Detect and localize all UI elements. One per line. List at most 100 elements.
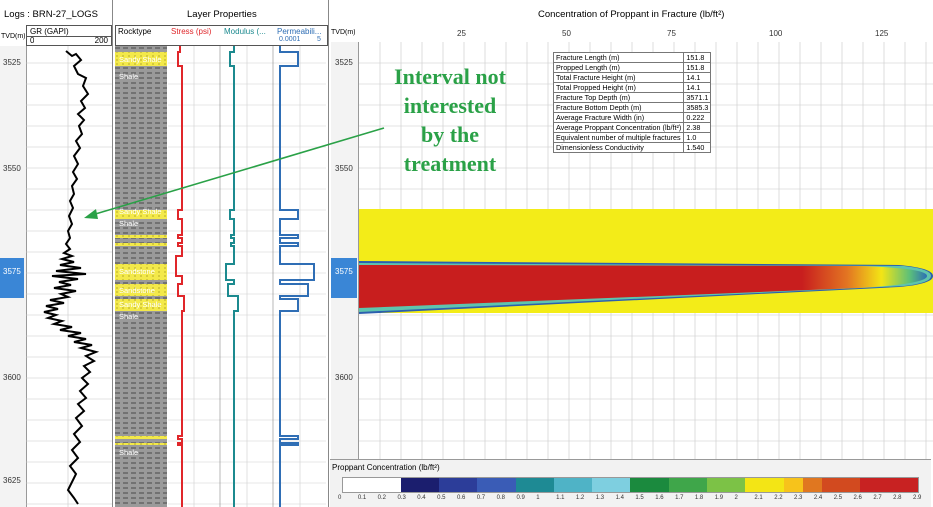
frac-depth-tick-label: 3550 <box>335 164 353 173</box>
x-tick-label: 125 <box>875 29 889 38</box>
table-row: Average Fracture Width (in) 0.222 <box>552 112 712 123</box>
summary-label: Total Fracture Height (m) <box>552 72 685 83</box>
depth-tick-label: 3525 <box>3 58 21 67</box>
colorbar-segment <box>438 478 478 492</box>
colorbar-tick-label: 1.7 <box>675 495 684 501</box>
summary-value: 151.8 <box>683 62 712 73</box>
lithology-label: Shale <box>119 312 139 321</box>
depth-tick-label: 3600 <box>3 373 21 382</box>
colorbar-tick-label: 2.9 <box>913 495 922 501</box>
summary-value: 14.1 <box>683 82 712 93</box>
table-row: Fracture Bottom Depth (m) 3585.3 <box>552 102 712 113</box>
colorbar-segment <box>630 478 669 492</box>
gr-curve <box>43 50 100 505</box>
tvd-header: TVD(m) <box>1 33 26 40</box>
colorbar-segment <box>343 478 363 492</box>
stress-header: Stress (psi) <box>171 27 212 36</box>
lithology-label: Shale <box>119 448 139 457</box>
table-row: Total Fracture Height (m) 14.1 <box>552 72 712 83</box>
table-row: Propped Length (m) 151.8 <box>552 62 712 73</box>
colorbar-tick-label: 0.3 <box>397 495 406 501</box>
colorbar-segment <box>400 478 439 492</box>
colorbar-tick-label: 2.7 <box>873 495 882 501</box>
depth-tick-label: 3575 <box>3 267 21 276</box>
colorbar-segment <box>668 478 708 492</box>
colorbar-tick-label: 0.2 <box>377 495 386 501</box>
table-row: Fracture Top Depth (m) 3571.1 <box>552 92 712 103</box>
table-row: Total Propped Height (m) 14.1 <box>552 82 712 93</box>
colorbar-segment <box>822 478 861 492</box>
frac-tvd-header: TVD(m) <box>331 29 356 36</box>
gr-scale-min: 0 <box>30 36 35 45</box>
annotation-line: by the <box>420 122 480 147</box>
logs-panel-title: Logs : BRN-27_LOGS <box>4 9 98 20</box>
lithology-label: Sandstone <box>119 267 155 276</box>
summary-label: Average Fracture Width (in) <box>552 112 685 123</box>
colorbar-tick-label: 0.1 <box>357 495 367 501</box>
annotation-line: treatment <box>403 151 497 176</box>
stress-curve <box>175 46 185 507</box>
lithology-label: Sandstone <box>119 286 155 295</box>
colorbar-panel: Proppant Concentration (lb/ft²) 0 0.1 0.2 0… <box>330 459 931 507</box>
fracture-plot-area <box>359 42 933 459</box>
summary-label: Dimensionless Conductivity <box>552 142 685 153</box>
colorbar-tick-label: 2.3 <box>794 495 803 501</box>
colorbar-tick-label: 1.5 <box>635 495 644 501</box>
frac-selected-depth-marker[interactable] <box>331 258 357 298</box>
rocktype-header: Rocktype <box>118 27 152 36</box>
table-row: Fracture Length (m) 151.8 <box>552 52 712 63</box>
layer-panel-title: Layer Properties <box>187 9 257 20</box>
colorbar-tick-label: 2.2 <box>774 495 783 501</box>
annotation-line: Interval not <box>394 64 506 89</box>
lithology-label: Shale <box>119 72 139 81</box>
colorbar-tick-label: 2.1 <box>754 495 763 501</box>
colorbar-tick-label: 2.6 <box>853 495 862 501</box>
colorbar-tick-label: 2.5 <box>833 495 843 501</box>
colorbar-segment <box>707 478 746 492</box>
colorbar-tick-label: 1.4 <box>615 495 624 501</box>
summary-value: 1.540 <box>683 142 712 153</box>
colorbar-tick-label: 1.9 <box>714 495 724 501</box>
summary-label: Propped Length (m) <box>552 62 685 73</box>
colorbar-tick-label: 0.4 <box>417 495 426 501</box>
colorbar-segment <box>477 478 516 492</box>
colorbar-tick-label: 0.7 <box>476 495 486 501</box>
gr-scale-max: 200 <box>94 36 108 45</box>
summary-value: 3571.1 <box>683 92 712 103</box>
frac-depth-tick-label: 3525 <box>335 58 353 67</box>
colorbar-segment <box>362 478 382 492</box>
annotation-line: interested <box>403 93 497 118</box>
colorbar-tick-label: 1.3 <box>595 495 605 501</box>
colorbar-tick-label: 2.4 <box>813 495 823 501</box>
colorbar-tick-label: 1 <box>536 495 540 501</box>
colorbar-segment <box>381 478 401 492</box>
gr-header: GR (GAPI) <box>30 27 69 36</box>
selected-depth-marker[interactable] <box>0 258 24 298</box>
summary-label: Fracture Bottom Depth (m) <box>552 102 685 113</box>
colorbar-tick-label: 0 <box>338 495 342 501</box>
colorbar-strip <box>342 477 919 493</box>
colorbar-tick-label: 0.5 <box>437 495 446 501</box>
table-row: Average Proppant Concentration (lb/ft²) 2… <box>552 122 712 133</box>
depth-tick-label: 3550 <box>3 164 21 173</box>
gr-log-track <box>26 46 112 507</box>
colorbar-tick-label: 1.2 <box>575 495 585 501</box>
colorbar-tick-label: 2 <box>734 495 738 501</box>
lithology-label: Sandy Shale <box>119 300 162 309</box>
perm-scale-min: 0.0001 <box>279 36 301 43</box>
frac-depth-tick-label: 3600 <box>335 373 353 382</box>
summary-label: Total Propped Height (m) <box>552 82 685 93</box>
colorbar-tick-label: 1.1 <box>556 495 565 501</box>
table-row: Equivalent number of multiple fractures 1… <box>552 132 712 143</box>
summary-value: 2.38 <box>683 122 712 133</box>
summary-value: 0.222 <box>683 112 712 123</box>
colorbar-segment <box>515 478 554 492</box>
colorbar-tick-label: 0.6 <box>456 495 466 501</box>
x-tick-label: 25 <box>457 29 466 38</box>
rocktype-column <box>115 46 167 507</box>
annotation-text: Interval not interested by the treatment <box>368 62 532 178</box>
modulus-header: Modulus (... <box>224 27 266 36</box>
colorbar-segment <box>860 478 918 492</box>
modulus-curve <box>225 46 239 507</box>
summary-value: 14.1 <box>683 72 712 83</box>
